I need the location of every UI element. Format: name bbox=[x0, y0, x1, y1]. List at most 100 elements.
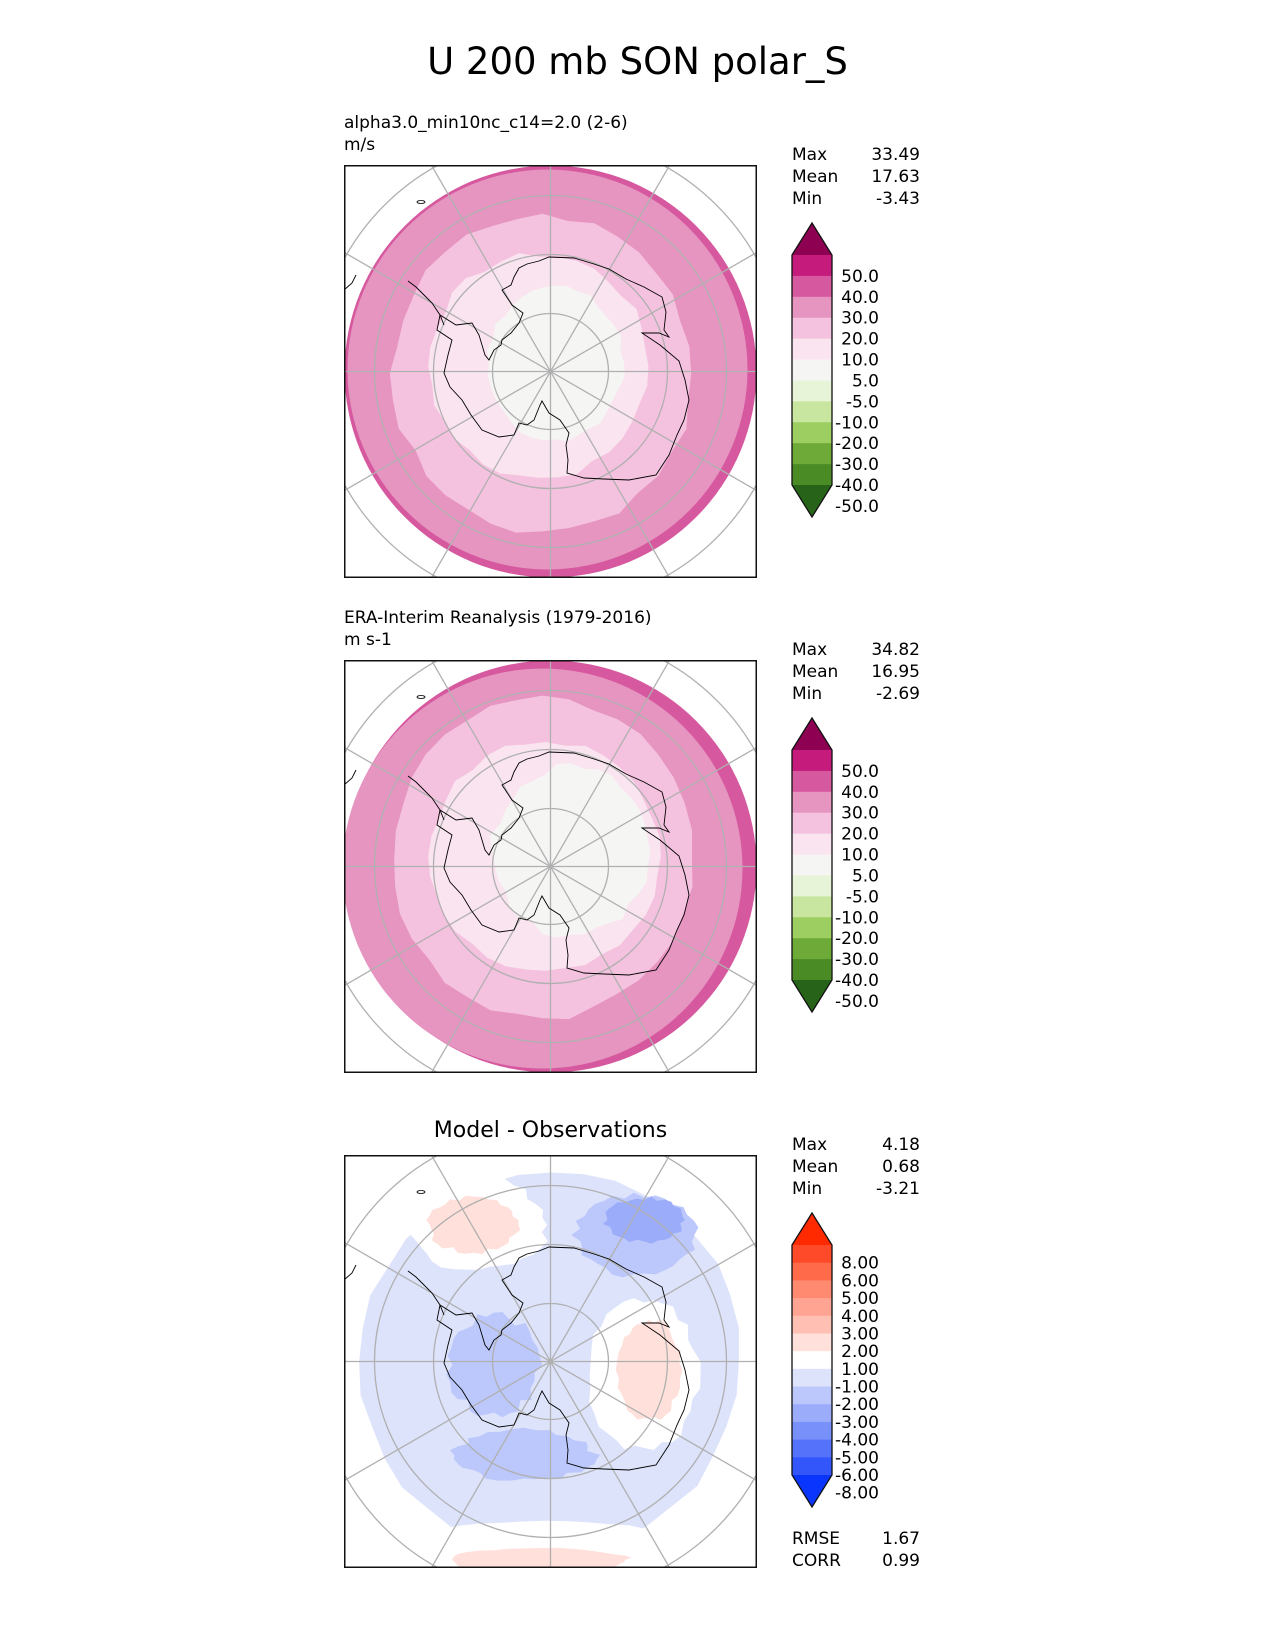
colorbar-segment bbox=[792, 464, 832, 486]
metric-value: 1.67 bbox=[882, 1529, 920, 1549]
colorbar-tick-label: 3.00 bbox=[841, 1324, 879, 1344]
colorbar-tick-label: -10.0 bbox=[835, 908, 879, 928]
colorbar-tick-label: 40.0 bbox=[841, 288, 879, 308]
colorbar-tick-label: 30.0 bbox=[841, 309, 879, 329]
metric-corr: CORR 0.99 bbox=[792, 1550, 920, 1572]
panel2-map bbox=[344, 660, 757, 1073]
stat-label: Min bbox=[792, 189, 823, 209]
colorbar-extend-min bbox=[792, 485, 832, 517]
panel1-stats: Max 33.49 Mean 17.63 Min -3.43 bbox=[792, 144, 920, 210]
map-frame bbox=[344, 660, 757, 1073]
coastline-antarctica bbox=[436, 256, 690, 481]
colorbar-segment bbox=[792, 380, 832, 402]
colorbar-segment bbox=[792, 422, 832, 444]
graticule bbox=[344, 1155, 757, 1568]
colorbar-tick-label: -20.0 bbox=[835, 929, 879, 949]
band-2-3 bbox=[426, 1195, 521, 1255]
coastline-peninsula bbox=[407, 775, 445, 821]
meridian-line bbox=[430, 165, 671, 578]
colorbar-tick-label: 5.00 bbox=[841, 1289, 879, 1309]
colorbar-segment bbox=[792, 938, 832, 960]
colorbar-segment bbox=[792, 1404, 832, 1423]
colorbar-segment bbox=[792, 1280, 832, 1299]
colorbar-segment bbox=[792, 317, 832, 340]
meridian-line bbox=[430, 660, 671, 1073]
stat-value: 16.95 bbox=[871, 662, 920, 682]
coastline-peninsula bbox=[407, 280, 445, 326]
coastline-island bbox=[416, 200, 426, 204]
colorbar-segment bbox=[792, 854, 832, 876]
colorbar-extend-max bbox=[792, 718, 832, 750]
colorbar-tick-label: -6.00 bbox=[835, 1466, 879, 1486]
colorbar-segment bbox=[792, 1262, 832, 1281]
colorbar-segment bbox=[792, 1245, 832, 1264]
meridian-line bbox=[430, 1155, 671, 1568]
stat-min: Min -3.21 bbox=[792, 1178, 920, 1200]
stat-label: Max bbox=[792, 1135, 828, 1155]
graticule bbox=[344, 165, 757, 578]
colorbar-segment bbox=[792, 338, 832, 361]
metric-label: RMSE bbox=[792, 1529, 841, 1549]
metric-rmse: RMSE 1.67 bbox=[792, 1528, 920, 1550]
colorbar-segment bbox=[792, 275, 832, 298]
stat-max: Max 34.82 bbox=[792, 639, 920, 661]
colorbar-segment bbox=[792, 812, 832, 835]
colorbar-tick-label: 30.0 bbox=[841, 804, 879, 824]
colorbar-tick-label: -8.00 bbox=[835, 1484, 879, 1504]
colorbar-segment bbox=[792, 896, 832, 918]
band-2-3 bbox=[451, 1547, 632, 1568]
stat-min: Min -3.43 bbox=[792, 188, 920, 210]
colorbar-tick-label: 50.0 bbox=[841, 762, 879, 782]
panel1-units: m/s bbox=[344, 135, 376, 155]
colorbar-tick-label: -4.00 bbox=[835, 1431, 879, 1451]
panel3-stats: Max 4.18 Mean 0.68 Min -3.21 bbox=[792, 1134, 920, 1200]
panel3-title: Model - Observations bbox=[433, 1118, 668, 1143]
map-frame bbox=[344, 1155, 757, 1568]
panel1-colorbar: 50.040.030.020.010.05.0-5.0-10.0-20.0-30… bbox=[791, 221, 879, 519]
coastline-south-america bbox=[344, 1264, 357, 1281]
stat-value: 17.63 bbox=[871, 167, 920, 187]
colorbar-tick-label: -5.0 bbox=[846, 392, 879, 412]
panel1-map bbox=[344, 165, 757, 578]
colorbar-tick-label: 10.0 bbox=[841, 846, 879, 866]
colorbar-tick-label: -5.0 bbox=[846, 887, 879, 907]
colorbar-tick-label: -40.0 bbox=[835, 476, 879, 496]
colorbar-tick-label: 2.00 bbox=[841, 1342, 879, 1362]
colorbar-segment bbox=[792, 443, 832, 465]
colorbar-segment bbox=[792, 770, 832, 793]
colorbar-tick-label: 20.0 bbox=[841, 825, 879, 845]
colorbar-tick-label: -3.00 bbox=[835, 1413, 879, 1433]
colorbar-outline bbox=[791, 1211, 833, 1509]
colorbar-tick-label: -50.0 bbox=[835, 497, 879, 517]
colorbar-segment bbox=[792, 296, 832, 319]
colorbar-tick-label: 1.00 bbox=[841, 1360, 879, 1380]
stat-label: Mean bbox=[792, 167, 839, 187]
colorbar-tick-label: -20.0 bbox=[835, 434, 879, 454]
coastline-island bbox=[416, 1190, 426, 1194]
colorbar-tick-label: -30.0 bbox=[835, 950, 879, 970]
colorbar-segment bbox=[792, 401, 832, 423]
stat-value: -2.69 bbox=[876, 684, 920, 704]
colorbar-tick-label: -1.00 bbox=[835, 1378, 879, 1398]
colorbar-tick-label: 4.00 bbox=[841, 1307, 879, 1327]
panel2-title: ERA-Interim Reanalysis (1979-2016) bbox=[344, 608, 652, 628]
stat-value: -3.43 bbox=[876, 189, 920, 209]
colorbar-segment bbox=[792, 1315, 832, 1334]
colorbar-segment bbox=[792, 959, 832, 981]
metric-label: CORR bbox=[792, 1551, 841, 1571]
panel2-colorbar: 50.040.030.020.010.05.0-5.0-10.0-20.0-30… bbox=[791, 716, 879, 1014]
map-frame bbox=[344, 165, 757, 578]
panel2-stats: Max 34.82 Mean 16.95 Min -2.69 bbox=[792, 639, 920, 705]
colorbar-tick-label: -5.00 bbox=[835, 1448, 879, 1468]
colorbar-segment bbox=[792, 1439, 832, 1458]
panel3-metrics: RMSE 1.67 CORR 0.99 bbox=[792, 1528, 920, 1572]
panel2-units: m s-1 bbox=[344, 630, 392, 650]
stat-label: Min bbox=[792, 1179, 823, 1199]
stat-value: 34.82 bbox=[871, 640, 920, 660]
colorbar-segment bbox=[792, 833, 832, 856]
colorbar-segment bbox=[792, 1421, 832, 1441]
stat-label: Min bbox=[792, 684, 823, 704]
metric-value: 0.99 bbox=[882, 1551, 920, 1571]
colorbar-tick-label: 50.0 bbox=[841, 267, 879, 287]
colorbar-tick-label: 40.0 bbox=[841, 783, 879, 803]
